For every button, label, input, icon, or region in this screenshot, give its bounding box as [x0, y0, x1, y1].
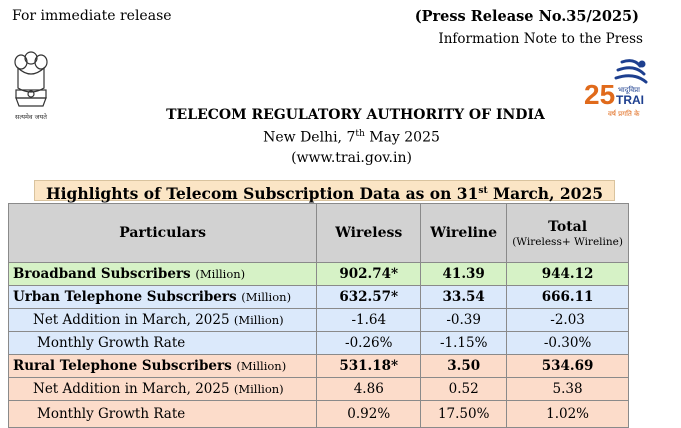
subscription-table: Particulars Wireless Wireline Total (Wire… — [7, 203, 629, 428]
header-particulars: Particulars — [7, 203, 318, 263]
national-emblem-icon — [14, 51, 48, 107]
organization-name: TELECOM REGULATORY AUTHORITY OF INDIA — [166, 107, 545, 123]
table-row: Net Addition in March, 2025 (Million) -1… — [7, 308, 629, 332]
table-row: Rural Telephone Subscribers (Million) 53… — [7, 354, 629, 378]
table-header-row: Particulars Wireless Wireline Total (Wire… — [7, 203, 629, 263]
emblem-motto: सत्यमेव जयते — [15, 113, 47, 121]
table-row: Monthly Growth Rate -0.26% -1.15% -0.30% — [7, 331, 629, 355]
logo-tagline: वर्ष प्रगति के — [608, 109, 640, 118]
press-release-number: (Press Release No.35/2025) — [414, 8, 639, 25]
header-wireline: Wireline — [420, 203, 508, 263]
table-row: Net Addition in March, 2025 (Million) 4.… — [7, 377, 629, 401]
table-row: Broadband Subscribers (Million) 902.74* 4… — [7, 262, 629, 286]
table-row: Urban Telephone Subscribers (Million) 63… — [7, 285, 629, 309]
info-note: Information Note to the Press — [438, 31, 643, 47]
header-total: Total (Wireless+ Wireline) — [506, 203, 629, 263]
logo-text: TRAI — [616, 93, 644, 107]
website: (www.trai.gov.in) — [291, 150, 412, 166]
table-row: Monthly Growth Rate 0.92% 17.50% 1.02% — [7, 400, 629, 428]
header-wireless: Wireless — [316, 203, 422, 263]
highlights-banner: Highlights of Telecom Subscription Data … — [34, 180, 615, 203]
logo-years: 25 — [584, 79, 615, 110]
release-note: For immediate release — [12, 8, 172, 24]
logo-hindi: भादूविप्रा — [618, 85, 640, 95]
dateline: New Delhi, 7th May 2025 — [263, 129, 440, 146]
trai-25-years-logo-icon: 25 भादूविप्रा TRAI वर्ष प्रगति के — [584, 59, 648, 118]
